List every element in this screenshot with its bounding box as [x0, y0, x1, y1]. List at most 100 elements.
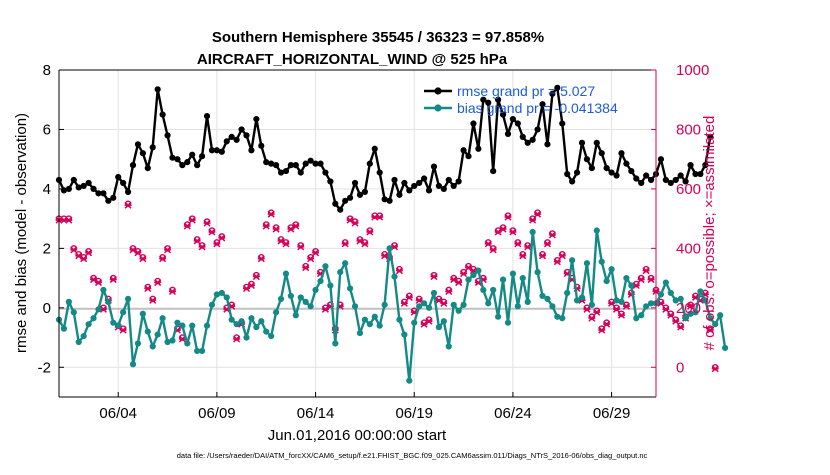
bias-point	[361, 316, 369, 323]
obs-assimilated-point	[647, 276, 655, 284]
obs-possible-point	[613, 304, 620, 312]
obs-assimilated-point	[80, 255, 88, 263]
bias-point	[445, 343, 452, 350]
obs-possible-point	[233, 334, 240, 341]
rmse-point	[598, 150, 605, 157]
bias-point	[435, 324, 443, 331]
rmse-point	[272, 162, 280, 169]
legend-bias-marker	[434, 104, 442, 112]
bias-point	[608, 266, 615, 273]
obs-possible-point	[203, 218, 211, 225]
obs-assimilated-point	[159, 255, 167, 263]
rmse-point	[287, 162, 294, 169]
obs-assimilated-point	[499, 225, 507, 233]
bias-point	[110, 319, 117, 326]
obs-possible-point	[218, 233, 226, 240]
obs-assimilated-point	[558, 252, 566, 260]
rmse-point	[129, 162, 137, 169]
x-tick-label: 06/29	[593, 405, 631, 422]
rmse-point	[312, 160, 319, 167]
rmse-point	[100, 190, 107, 197]
obs-assimilated-point	[124, 201, 132, 209]
obs-assimilated-point	[548, 231, 556, 239]
bias-point	[223, 294, 230, 301]
rmse-point	[628, 167, 635, 175]
bias-point	[248, 315, 255, 322]
bias-point	[70, 309, 77, 316]
bias-point	[430, 289, 438, 297]
obs-possible-point	[499, 224, 507, 231]
bias-point	[707, 315, 714, 322]
obs-possible-point	[711, 363, 719, 371]
obs-possible-point	[534, 209, 541, 216]
obs-possible-point	[381, 251, 388, 258]
rmse-point	[337, 206, 344, 213]
bias-point	[95, 306, 102, 313]
obs-possible-point	[144, 283, 152, 291]
bias-point	[544, 295, 551, 302]
bias-point	[194, 347, 201, 355]
obs-assimilated-point	[376, 213, 384, 221]
rmse-point	[425, 187, 433, 194]
rmse-series	[55, 84, 714, 213]
obs-possible-point	[90, 274, 97, 282]
rmse-point	[406, 187, 413, 194]
rmse-point	[356, 191, 364, 198]
obs-assimilated-point	[149, 296, 157, 304]
x-axis-label: Jun.01,2016 00:00:00 start	[268, 427, 447, 444]
obs-possible-point	[549, 230, 556, 237]
obs-assimilated-point	[687, 302, 695, 310]
bias-point	[366, 321, 373, 328]
obs-assimilated-point	[529, 216, 537, 224]
rmse-point	[90, 185, 97, 193]
bias-point	[425, 304, 433, 311]
bias-point	[282, 270, 290, 277]
obs-assimilated-point	[440, 299, 448, 307]
obs-possible-point	[312, 248, 319, 255]
bias-point	[159, 315, 166, 322]
obs-assimilated-point	[198, 243, 206, 251]
obs-possible-point	[519, 251, 527, 258]
obs-possible-point	[188, 215, 196, 222]
bias-point	[721, 344, 729, 352]
bias-point	[144, 328, 151, 335]
rmse-point	[75, 184, 82, 191]
obs-possible-point	[159, 253, 166, 261]
rmse-point	[70, 176, 77, 184]
obs-possible-point	[75, 251, 83, 258]
rmse-point	[435, 182, 443, 190]
rmse-point	[327, 178, 334, 185]
obs-assimilated-point	[617, 311, 625, 319]
obs-assimilated-point	[612, 305, 621, 313]
obs-possible-point	[149, 295, 157, 303]
obs-assimilated-point	[203, 219, 211, 227]
obs-possible-point	[598, 325, 606, 332]
obs-assimilated-point	[484, 240, 492, 248]
obs-possible-point	[70, 245, 78, 252]
rmse-point	[139, 150, 146, 157]
bias-point	[154, 331, 161, 338]
bias-point	[667, 289, 674, 297]
obs-possible-point	[183, 221, 191, 228]
rmse-point	[544, 141, 551, 148]
obs-assimilated-point	[405, 293, 413, 301]
rmse-point	[608, 169, 615, 176]
bias-point	[238, 318, 245, 325]
obs-possible-point	[257, 253, 265, 261]
bias-point	[564, 289, 571, 297]
bias-point	[120, 309, 127, 316]
bias-point	[583, 260, 591, 267]
rmse-point	[258, 142, 265, 149]
obs-assimilated-point	[65, 216, 73, 224]
rmse-point	[218, 148, 225, 155]
bias-point	[342, 260, 349, 267]
rmse-point	[282, 167, 290, 175]
obs-possible-point	[213, 239, 221, 246]
obs-possible-point	[292, 221, 300, 228]
bias-point	[539, 292, 546, 300]
rmse-point	[243, 132, 250, 139]
rmse-point	[134, 141, 142, 148]
obs-assimilated-point	[509, 228, 517, 236]
bias-point	[198, 347, 206, 355]
